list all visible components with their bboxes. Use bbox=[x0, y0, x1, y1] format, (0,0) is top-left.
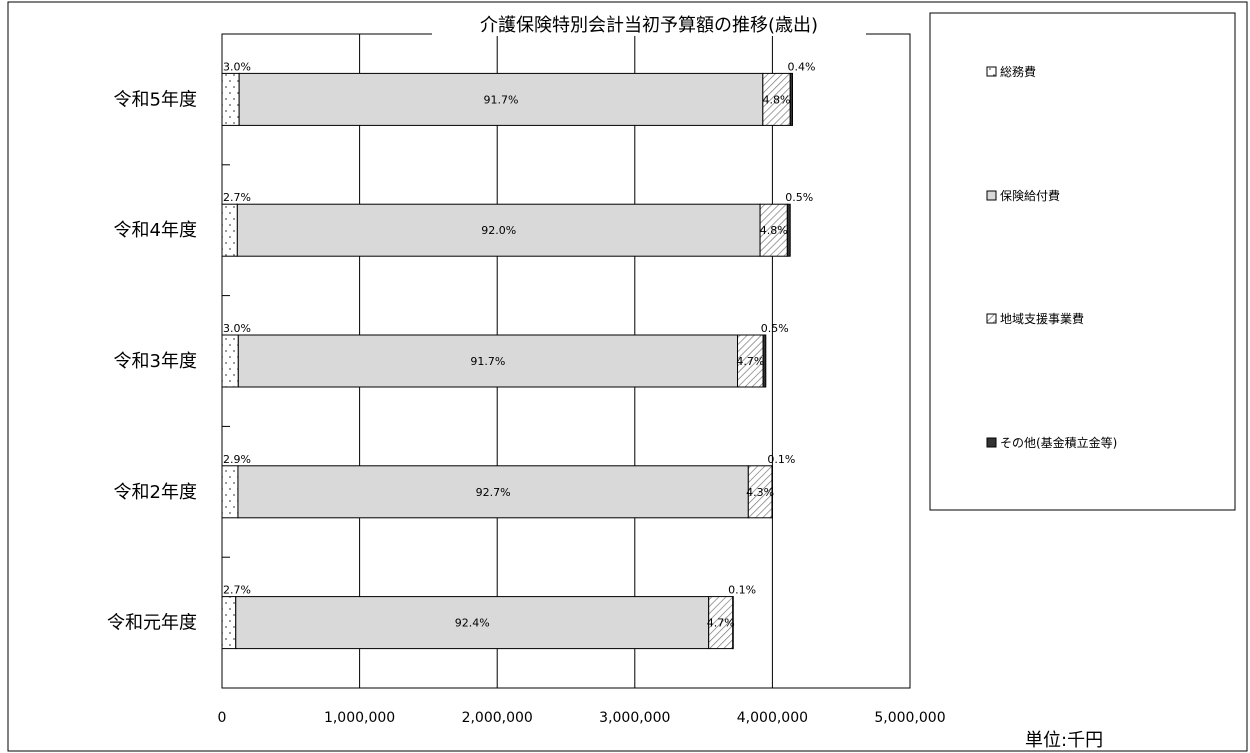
data-label: 0.4% bbox=[787, 60, 815, 73]
legend-swatch bbox=[986, 437, 997, 448]
x-tick-label: 4,000,000 bbox=[737, 710, 808, 726]
data-label: 91.7% bbox=[470, 355, 505, 368]
unit-label: 単位:千円 bbox=[1025, 730, 1103, 751]
data-label: 0.1% bbox=[728, 584, 756, 597]
data-label: 0.1% bbox=[767, 453, 795, 466]
bars bbox=[221, 72, 793, 650]
x-tick-label: 0 bbox=[218, 710, 227, 726]
bar-segment bbox=[737, 334, 764, 388]
bar-segment bbox=[238, 72, 764, 126]
legend-swatch bbox=[986, 313, 997, 324]
bar-segment bbox=[732, 596, 734, 650]
category-label: 令和元年度 bbox=[107, 613, 197, 634]
title-background bbox=[432, 12, 866, 36]
x-tick-label: 3,000,000 bbox=[599, 710, 670, 726]
bar-segment bbox=[221, 334, 239, 388]
category-label: 令和3年度 bbox=[114, 351, 197, 372]
bar-segment bbox=[221, 465, 239, 519]
data-label: 2.7% bbox=[223, 191, 251, 204]
category-ticks bbox=[222, 164, 230, 558]
data-label: 92.0% bbox=[481, 224, 516, 237]
data-label: 4.7% bbox=[736, 355, 764, 368]
legend-label: 保険給付費 bbox=[1000, 188, 1060, 203]
category-label: 令和5年度 bbox=[114, 89, 197, 110]
data-label: 4.8% bbox=[763, 93, 791, 106]
data-label: 3.0% bbox=[223, 60, 251, 73]
data-label: 2.7% bbox=[223, 584, 251, 597]
data-label: 4.3% bbox=[746, 486, 774, 499]
bar-segment bbox=[221, 203, 238, 257]
legend-swatch bbox=[986, 190, 997, 201]
legend-swatch bbox=[986, 66, 997, 77]
category-label: 令和2年度 bbox=[114, 482, 197, 503]
data-label: 2.9% bbox=[223, 453, 251, 466]
outer-frame bbox=[7, 1, 1248, 752]
legend-label: 総務費 bbox=[1000, 64, 1036, 79]
bar-segment bbox=[221, 72, 240, 126]
data-label: 91.7% bbox=[484, 93, 519, 106]
data-label: 3.0% bbox=[223, 322, 251, 335]
category-label: 令和4年度 bbox=[114, 220, 197, 241]
data-label: 4.7% bbox=[707, 617, 735, 630]
x-tick-label: 1,000,000 bbox=[324, 710, 395, 726]
chart-title: 介護保険特別会計当初予算額の推移(歳出) bbox=[480, 15, 818, 36]
data-label: 0.5% bbox=[785, 191, 813, 204]
legend-box bbox=[929, 12, 1236, 511]
data-label: 92.4% bbox=[455, 617, 490, 630]
segment-labels: 3.0% 91.7% 4.8% 0.4% 2.7% 92.0% 4.8% 0.5% 3.0% 91… bbox=[223, 60, 815, 629]
bar-segment bbox=[771, 465, 773, 519]
legend-label: その他(基金積立金等) bbox=[1000, 435, 1117, 450]
bar-segment bbox=[789, 72, 793, 126]
data-label: 0.5% bbox=[761, 322, 789, 335]
legend-label: 地域支援事業費 bbox=[1000, 311, 1084, 326]
bar-segment bbox=[786, 203, 791, 257]
data-label: 4.8% bbox=[760, 224, 788, 237]
x-axis-tick-labels: 0 1,000,000 2,000,000 3,000,000 4,000,000 5,0… bbox=[218, 710, 946, 726]
x-tick-label: 5,000,000 bbox=[874, 710, 945, 726]
x-tick-label: 2,000,000 bbox=[462, 710, 533, 726]
data-label: 92.7% bbox=[476, 486, 511, 499]
bar-segment bbox=[762, 334, 767, 388]
bar-segment bbox=[221, 596, 237, 650]
bar-segment bbox=[235, 596, 710, 650]
bar-segment bbox=[708, 596, 734, 650]
